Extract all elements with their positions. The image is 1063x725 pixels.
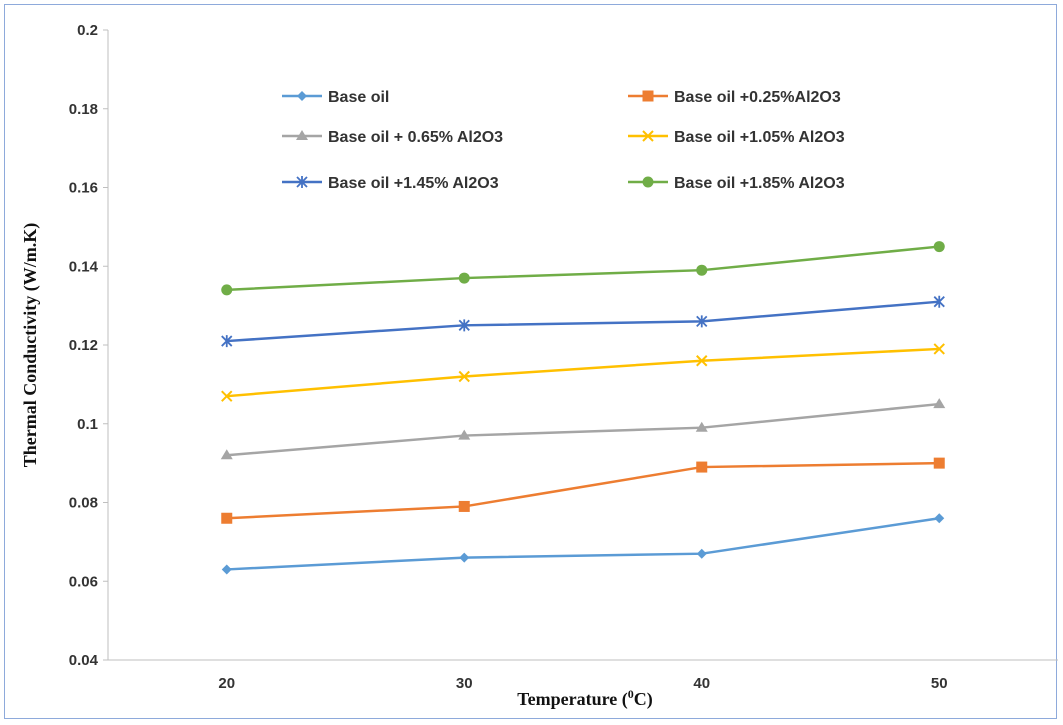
y-tick-label: 0.2 [77, 22, 98, 39]
x-axis-title-main: Temperature ( [517, 689, 627, 710]
legend-label: Base oil + 0.65% Al2O3 [328, 129, 503, 146]
data-point [458, 429, 471, 440]
series-6 [221, 241, 945, 296]
y-tick-label: 0.12 [69, 337, 98, 354]
legend-label: Base oil +1.85% Al2O3 [674, 175, 845, 192]
series-3 [220, 398, 946, 460]
series-lines [220, 241, 946, 575]
legend-item: Base oil + 0.65% Al2O3 [282, 129, 503, 146]
legend-marker [642, 90, 654, 102]
series-1 [221, 513, 945, 575]
series-5 [221, 295, 945, 348]
data-point [933, 241, 945, 253]
x-tick-label: 50 [931, 675, 948, 692]
data-point [696, 548, 707, 559]
data-point [933, 343, 945, 355]
legend-label: Base oil [328, 89, 389, 106]
series-line [226, 347, 940, 398]
chart-frame [4, 4, 1057, 719]
x-axis-title-end: C) [634, 689, 653, 710]
data-point [934, 513, 945, 524]
series-2 [221, 457, 945, 524]
x-tick-label: 20 [218, 675, 235, 692]
series-line [226, 461, 940, 520]
y-tick-label: 0.16 [69, 180, 98, 197]
legend-label: Base oil +0.25%Al2O3 [674, 89, 841, 106]
x-axis-title-superscript: 0 [628, 687, 634, 701]
data-point [695, 421, 708, 432]
legend-marker [297, 91, 307, 101]
legend-marker [296, 130, 308, 140]
y-tick-label: 0.18 [69, 101, 98, 118]
x-tick-labels: 20 30 40 50 [218, 675, 947, 692]
data-point [696, 315, 708, 328]
x-axis-title: Temperature (0C) [517, 687, 652, 710]
y-tick-label: 0.14 [69, 258, 99, 275]
data-point [458, 500, 470, 512]
x-tick-label: 40 [693, 675, 710, 692]
y-tick-label: 0.06 [69, 573, 98, 590]
y-tick-label: 0.1 [77, 416, 98, 433]
series-line [226, 402, 940, 457]
y-tick-labels: 0.04 0.06 0.08 0.1 0.12 0.14 0.16 0.18 0.2 [69, 22, 108, 669]
data-point [221, 564, 232, 575]
legend-item: Base oil +1.05% Al2O3 [628, 129, 845, 146]
legend-marker [642, 130, 654, 142]
legend-marker [296, 176, 308, 188]
series-line [226, 517, 940, 571]
y-axis-title: Thermal Conductivity (W/m.K) [20, 223, 41, 468]
data-point [221, 390, 233, 402]
y-tick-label: 0.04 [69, 652, 99, 669]
legend-item: Base oil +1.45% Al2O3 [282, 175, 499, 192]
data-point [221, 512, 233, 524]
data-point [696, 355, 708, 367]
data-point [458, 319, 470, 332]
data-point [220, 449, 233, 460]
series-line [226, 300, 940, 343]
legend-label: Base oil +1.45% Al2O3 [328, 175, 499, 192]
data-point [221, 284, 233, 296]
legend-marker [642, 176, 654, 188]
series-line [226, 245, 940, 292]
data-point [458, 272, 470, 284]
y-tick-label: 0.08 [69, 495, 98, 512]
data-point [933, 398, 946, 409]
legend-item: Base oil +0.25%Al2O3 [628, 89, 841, 106]
data-point [221, 335, 233, 348]
data-point [458, 370, 470, 383]
data-point [459, 552, 470, 563]
legend: Base oil Base oil +0.25%Al2O3 Base oil + 0… [282, 89, 845, 192]
data-point [933, 295, 945, 308]
legend-item: Base oil +1.85% Al2O3 [628, 175, 845, 192]
series-4 [221, 343, 945, 402]
legend-item: Base oil [282, 89, 389, 106]
x-tick-label: 30 [456, 675, 473, 692]
axes [107, 30, 1058, 661]
data-point [933, 457, 945, 469]
legend-label: Base oil +1.05% Al2O3 [674, 129, 845, 146]
data-point [696, 264, 708, 276]
data-point [696, 461, 708, 473]
